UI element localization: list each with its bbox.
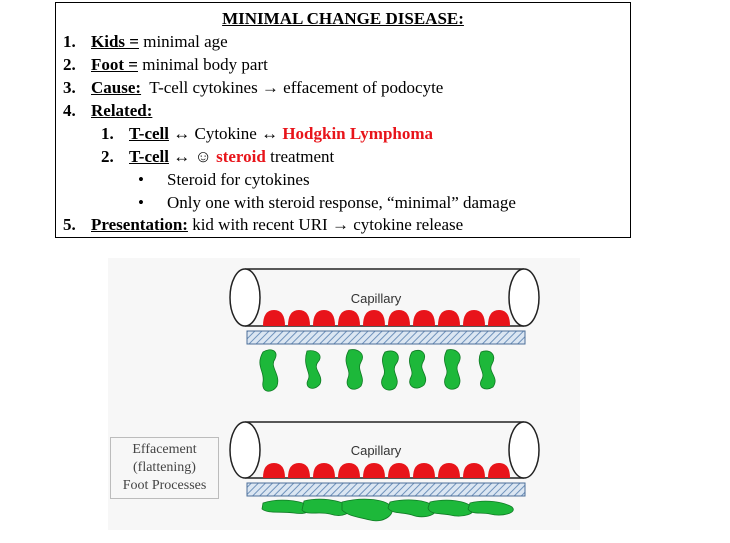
sub-item-hodgkin: 1. T-cell ↔ Cytokine ↔ Hodgkin Lymphoma	[101, 124, 434, 143]
capillary-label-top: Capillary	[351, 291, 402, 306]
bullet-icon: •	[138, 170, 144, 189]
list-item-related: 4. Related:	[63, 101, 153, 120]
podocyte-diagram: Capillary Capillary	[108, 258, 580, 530]
endothelial-cells-top	[263, 310, 510, 326]
sub-item-steroid: 2. T-cell ↔ ☺ steroid treatment	[101, 147, 335, 166]
bullet-icon: •	[138, 193, 144, 212]
bullet-item: • Only one with steroid response, “minima…	[138, 193, 516, 212]
foot-processes-normal	[259, 349, 496, 392]
effacement-legend: Effacement (flattening) Foot Processes	[110, 437, 219, 499]
basement-membrane-top	[246, 330, 526, 345]
list-item-foot: 2. Foot = minimal body part	[63, 55, 268, 74]
list-item-kids: 1. Kids = minimal age	[63, 32, 228, 51]
foot-processes-effaced	[261, 498, 514, 522]
notes-box: MINIMAL CHANGE DISEASE: 1. Kids = minimal…	[55, 2, 631, 238]
basement-membrane-bottom	[246, 482, 526, 497]
endothelial-cells-bottom	[263, 463, 510, 478]
list-item-cause: 3. Cause: T-cell cytokines → effacement o…	[63, 78, 444, 97]
list-item-presentation: 5. Presentation: kid with recent URI → cy…	[63, 215, 464, 234]
bullet-item: • Steroid for cytokines	[138, 170, 310, 189]
page-title: MINIMAL CHANGE DISEASE:	[222, 9, 464, 28]
capillary-label-bottom: Capillary	[351, 443, 402, 458]
